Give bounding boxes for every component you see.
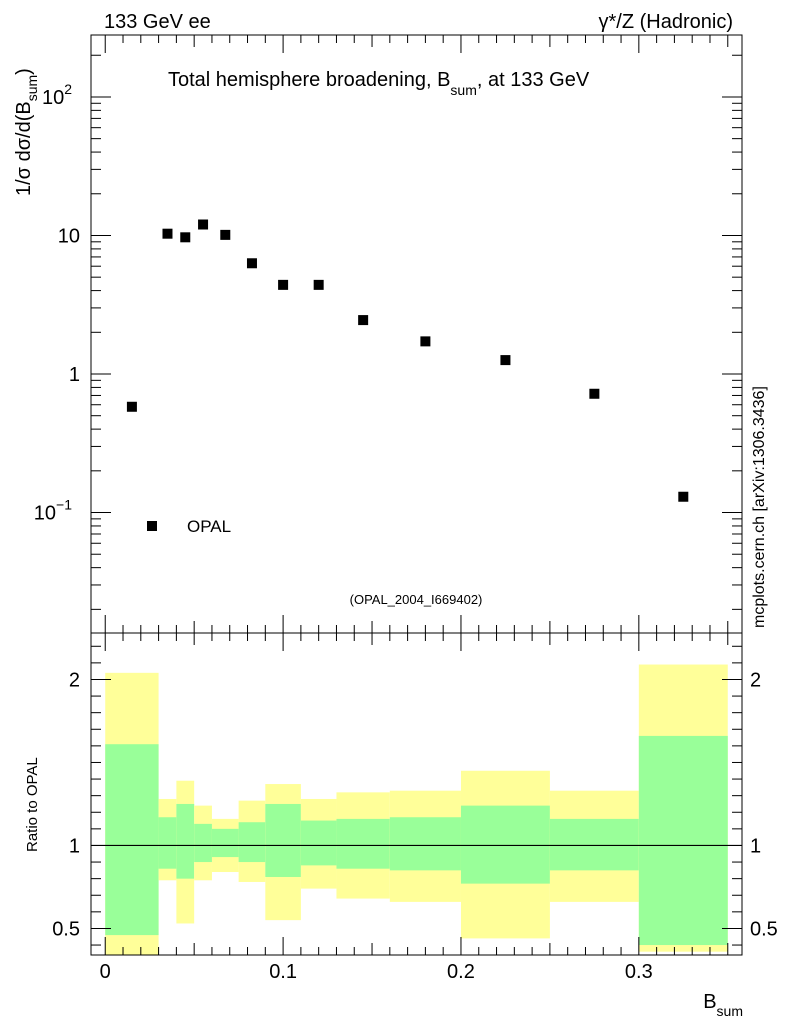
data-point — [500, 355, 511, 366]
data-point — [126, 401, 137, 412]
y-tick-label: 1 — [69, 364, 80, 386]
data-markers — [126, 219, 689, 502]
inner-uncertainty-band — [265, 803, 301, 877]
main-frame — [90, 34, 743, 634]
data-point — [278, 279, 289, 290]
inner-uncertainty-band — [638, 735, 728, 946]
x-tick-label: 0 — [100, 961, 111, 983]
legend-marker — [147, 521, 157, 531]
data-point — [162, 228, 173, 239]
inner-uncertainty-band — [549, 818, 639, 871]
ratio-y-tick-label: 2 — [69, 669, 80, 691]
x-axis-label: Bsum — [703, 991, 743, 1019]
ratio-y-tick-label: 0.5 — [52, 918, 80, 940]
data-point — [358, 315, 369, 326]
ratio-y-tick-label-right: 1 — [750, 835, 761, 857]
inner-uncertainty-band — [238, 822, 266, 863]
ratio-bands — [105, 664, 728, 955]
ratio-frame — [90, 632, 743, 956]
ratio-y-tick-label: 1 — [69, 835, 80, 857]
x-tick-label: 0.3 — [625, 961, 653, 983]
ratio-x-ticks: 0 0.1 0.2 0.3 — [100, 633, 729, 983]
data-point — [198, 219, 209, 230]
ratio-panel: 0.5 0.5 1 1 2 2 0 0.1 0.2 0.3 Ratio to OPAL Bsum — [24, 632, 778, 1019]
ratio-y-tick-label-right: 2 — [750, 669, 761, 691]
data-point — [313, 279, 324, 290]
data-point — [220, 229, 231, 240]
y-tick-label: 10−1 — [34, 497, 72, 525]
inner-uncertainty-band — [211, 828, 239, 858]
ratio-y-ticks: 0.5 0.5 1 1 2 2 — [52, 645, 778, 946]
source-watermark: mcplots.cern.ch [arXiv:1306.3436] — [751, 386, 768, 628]
data-point — [678, 491, 689, 502]
inner-uncertainty-band — [389, 817, 461, 871]
energy-label: 133 GeV ee — [104, 11, 211, 33]
main-y-ticks: 102 10 1 10−1 — [34, 54, 742, 610]
inner-uncertainty-band — [176, 803, 195, 879]
data-point — [589, 388, 600, 399]
inner-uncertainty-band — [158, 817, 177, 869]
ratio-y-tick-label-right: 0.5 — [750, 918, 778, 940]
analysis-id: (OPAL_2004_I669402) — [350, 592, 483, 607]
process-label: γ*/Z (Hadronic) — [599, 11, 733, 33]
inner-uncertainty-band — [194, 823, 212, 863]
ratio-y-axis-label: Ratio to OPAL — [24, 757, 41, 852]
main-x-ticks — [104, 35, 729, 633]
data-point — [246, 258, 257, 269]
inner-uncertainty-band — [336, 818, 390, 869]
main-y-axis-label: 1/σ dσ/d(Bsum) — [13, 68, 40, 196]
inner-uncertainty-band — [300, 820, 337, 866]
inner-uncertainty-band — [105, 744, 159, 936]
data-point — [420, 336, 431, 347]
inner-uncertainty-band — [460, 805, 550, 884]
y-tick-label: 102 — [42, 81, 72, 109]
legend-label: OPAL — [187, 517, 231, 536]
main-plot-title: Total hemisphere broadening, Bsum, at 13… — [168, 69, 590, 98]
x-tick-label: 0.1 — [269, 961, 297, 983]
main-panel: Total hemisphere broadening, Bsum, at 13… — [13, 34, 743, 634]
data-point — [180, 232, 191, 243]
y-tick-label: 10 — [58, 225, 80, 247]
x-tick-label: 0.2 — [447, 961, 475, 983]
